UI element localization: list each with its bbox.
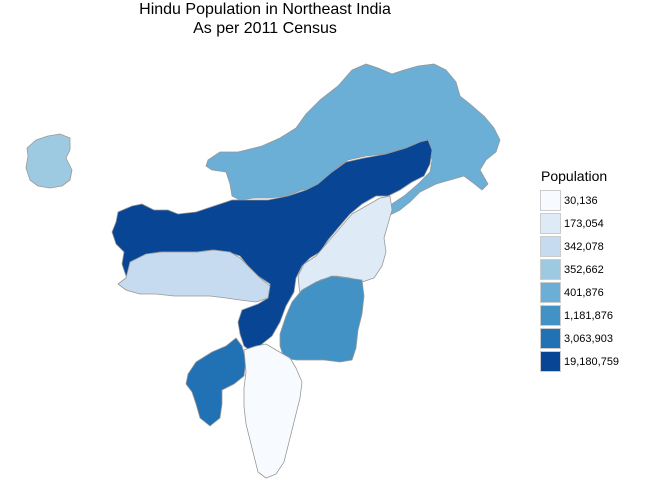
legend-item: 401,876 [540,281,650,304]
legend-item: 30,136 [540,189,650,212]
legend-item: 1,181,876 [540,304,650,327]
region-meghalaya [117,249,271,303]
legend-label: 342,078 [564,240,604,253]
legend-swatch [540,190,561,211]
legend-item: 342,078 [540,235,650,258]
legend-item: 3,063,903 [540,327,650,350]
map-title: Hindu Population in Northeast India As p… [60,0,470,38]
legend-label: 1,181,876 [564,309,613,322]
legend-label: 401,876 [564,286,604,299]
legend-label: 352,662 [564,263,604,276]
legend-title: Population [541,168,608,184]
legend-swatch [540,305,561,326]
legend-item: 173,054 [540,212,650,235]
legend-swatch [540,236,561,257]
legend-swatch [540,213,561,234]
legend-swatch [540,328,561,349]
region-manipur [279,275,365,363]
region-mizoram [243,343,303,479]
region-arunachal-pradesh [205,63,501,217]
legend-item: 19,180,759 [540,350,650,373]
legend-item: 352,662 [540,258,650,281]
legend-swatch [540,351,561,372]
legend-label: 3,063,903 [564,332,613,345]
title-line-2: As per 2011 Census [193,20,337,37]
legend-label: 19,180,759 [564,355,620,368]
title-line-1: Hindu Population in Northeast India [139,1,391,18]
legend-swatch [540,282,561,303]
region-tripura [185,337,247,427]
legend-swatch [540,259,561,280]
legend-label: 173,054 [564,217,604,230]
legend-label: 30,136 [564,194,598,207]
legend: Population 30,136 173,054 342,078 352,66… [540,168,650,373]
region-sikkim [25,133,73,189]
